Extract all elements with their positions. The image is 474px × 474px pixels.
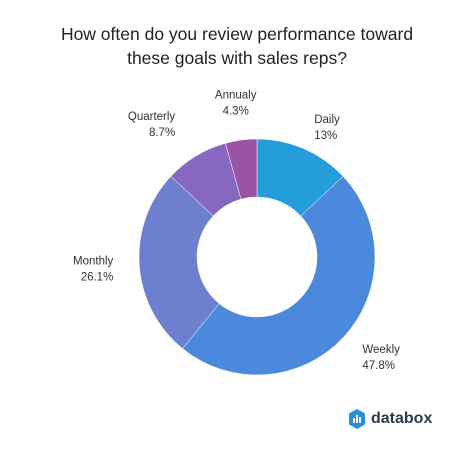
slice-value-quarterly: 8.7% xyxy=(149,127,175,139)
chart-title: How often do you review performance towa… xyxy=(0,22,474,70)
slice-annualy xyxy=(225,138,258,200)
slice-monthly xyxy=(138,175,220,349)
slice-label-weekly: Weekly xyxy=(362,344,400,356)
slice-labels: Daily 13% Weekly 47.8% Monthly 26.1% Quarterly… xyxy=(73,89,400,372)
slice-label-annualy: Annualy xyxy=(215,89,257,101)
chart-title-line-2: these goals with sales reps? xyxy=(127,48,347,68)
slice-value-daily: 13% xyxy=(314,130,337,142)
chart-title-line-1: How often do you review performance towa… xyxy=(60,24,414,44)
slice-label-daily: Daily xyxy=(314,114,340,126)
databox-brand: databox xyxy=(349,408,432,430)
slice-weekly xyxy=(182,175,376,376)
slice-value-weekly: 47.8% xyxy=(362,360,395,372)
databox-logo-icon xyxy=(349,409,365,429)
slice-value-annualy: 4.3% xyxy=(223,105,249,117)
slice-value-monthly: 26.1% xyxy=(81,272,114,284)
slice-label-quarterly: Quarterly xyxy=(128,111,176,123)
brand-name: databox xyxy=(371,410,433,427)
donut-slices xyxy=(138,138,376,376)
slice-label-monthly: Monthly xyxy=(73,256,114,268)
